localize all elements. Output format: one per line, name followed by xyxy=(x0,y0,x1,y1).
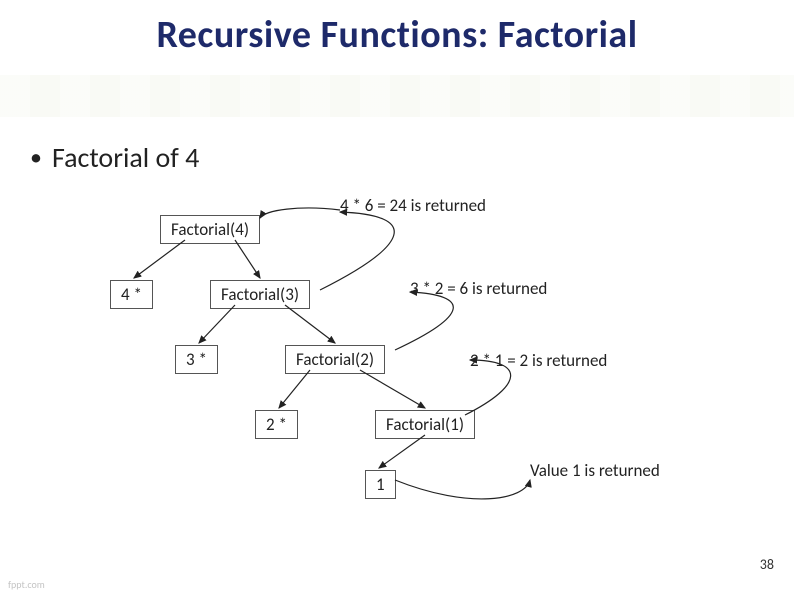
annotation-return-24: 4 * 6 = 24 is returned xyxy=(340,195,486,216)
slide: Recursive Functions: Factorial • Factori… xyxy=(0,0,794,595)
box-factorial-1: Factorial(1) xyxy=(375,410,475,439)
bullet-item: • Factorial of 4 xyxy=(30,140,199,175)
annotation-return-2: 2 * 1 = 2 is returned xyxy=(470,350,607,371)
template-logo: fppt.com xyxy=(8,578,45,591)
box-mult-4: 4 * xyxy=(110,280,153,309)
page-number: 38 xyxy=(760,556,774,573)
box-factorial-3: Factorial(3) xyxy=(210,280,310,309)
bullet-text: Factorial of 4 xyxy=(52,140,199,175)
bullet-dot-icon: • xyxy=(30,146,42,170)
box-mult-2: 2 * xyxy=(255,410,298,439)
box-mult-3: 3 * xyxy=(175,345,218,374)
slide-title: Recursive Functions: Factorial xyxy=(0,12,794,58)
box-one: 1 xyxy=(365,470,396,499)
annotation-return-6: 3 * 2 = 6 is returned xyxy=(410,278,547,299)
annotation-return-1: Value 1 is returned xyxy=(530,460,660,481)
decorative-band xyxy=(0,75,794,117)
box-factorial-4: Factorial(4) xyxy=(160,215,260,244)
box-factorial-2: Factorial(2) xyxy=(285,345,385,374)
